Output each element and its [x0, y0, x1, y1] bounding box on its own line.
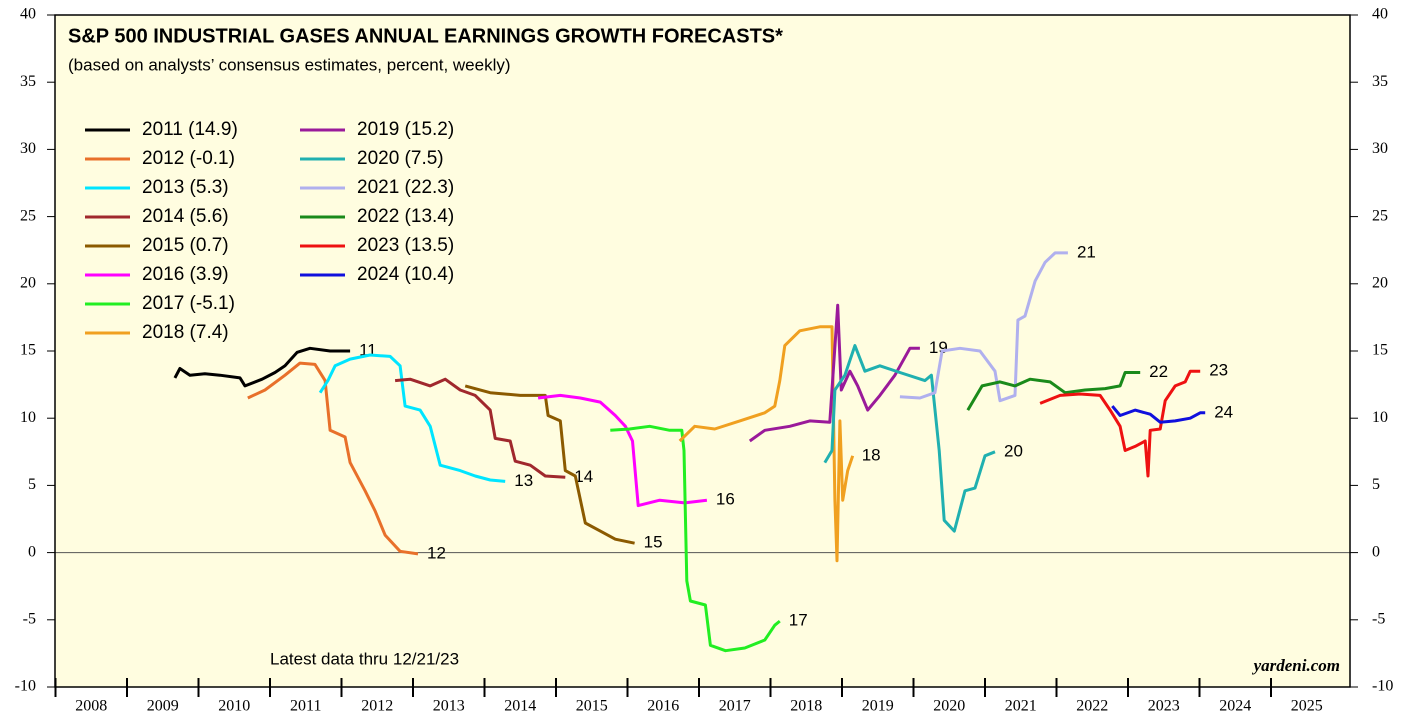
legend-label: 2023 (13.5)	[357, 235, 454, 256]
series-line	[173, 346, 351, 388]
x-tick-label: 2021	[1005, 698, 1037, 715]
y-tick-label: 10	[20, 409, 36, 426]
series-end-label: 16	[716, 490, 735, 509]
y-tick-label: 25	[20, 207, 36, 224]
y-tick-label: 5	[28, 476, 36, 493]
legend-label: 2024 (10.4)	[357, 264, 454, 285]
y-tick-label: 30	[20, 140, 36, 157]
legend-label: 2022 (13.4)	[357, 206, 454, 227]
y-tick-label: 0	[28, 543, 36, 560]
series-end-label: 14	[574, 467, 593, 486]
series-line	[247, 361, 419, 556]
y2-tick-label: 40	[1372, 6, 1388, 23]
y2-tick-label: 15	[1372, 342, 1388, 359]
y2-tick-label: 10	[1372, 409, 1388, 426]
legend-label: 2015 (0.7)	[142, 235, 229, 256]
series-end-label: 12	[427, 543, 446, 562]
series-line	[899, 251, 1068, 403]
series-line	[678, 325, 855, 563]
y2-tick-label: 20	[1372, 274, 1388, 291]
legend-label: 2017 (-5.1)	[142, 293, 235, 314]
x-tick-label: 2012	[361, 698, 393, 715]
legend-label: 2020 (7.5)	[357, 148, 444, 169]
series-line	[823, 344, 996, 533]
y2-tick-label: -10	[1372, 678, 1393, 695]
y-tick-label: -5	[23, 610, 36, 627]
x-tick-label: 2008	[75, 698, 107, 715]
x-tick-label: 2018	[790, 698, 822, 715]
y-tick-label: -10	[15, 678, 36, 695]
legend-label: 2019 (15.2)	[357, 119, 454, 140]
x-tick-label: 2019	[862, 698, 894, 715]
series-line	[1039, 369, 1201, 478]
y2-tick-label: 35	[1372, 73, 1388, 90]
y2-tick-label: 5	[1372, 476, 1380, 493]
series-end-label: 18	[862, 445, 881, 464]
x-tick-label: 2024	[1219, 698, 1251, 715]
legend-label: 2018 (7.4)	[142, 322, 229, 343]
x-tick-label: 2009	[147, 698, 179, 715]
series-line	[464, 384, 635, 545]
series-line	[537, 393, 708, 508]
x-tick-label: 2013	[433, 698, 465, 715]
series-line	[1111, 405, 1206, 424]
x-tick-label: 2016	[647, 698, 679, 715]
x-tick-label: 2010	[218, 698, 250, 715]
series-line	[748, 303, 920, 443]
legend-label: 2011 (14.9)	[142, 119, 238, 140]
series-end-label: 23	[1209, 361, 1228, 380]
series-end-label: 24	[1214, 402, 1233, 421]
y2-tick-label: 30	[1372, 140, 1388, 157]
plot-background	[55, 15, 1350, 687]
series-line	[394, 377, 566, 479]
x-tick-label: 2020	[933, 698, 965, 715]
series-line	[318, 353, 506, 483]
legend-label: 2012 (-0.1)	[142, 148, 235, 169]
y-tick-label: 40	[20, 6, 36, 23]
legend-label: 2021 (22.3)	[357, 177, 454, 198]
x-tick-label: 2025	[1291, 698, 1323, 715]
y2-tick-label: -5	[1372, 610, 1385, 627]
x-tick-label: 2011	[290, 698, 321, 715]
series-end-label: 13	[514, 471, 533, 490]
chart-subtitle: (based on analysts’ consensus estimates,…	[68, 55, 511, 74]
series-end-label: 20	[1004, 441, 1023, 460]
legend-label: 2014 (5.6)	[142, 206, 229, 227]
y-tick-label: 35	[20, 73, 36, 90]
series-end-label: 19	[929, 338, 948, 357]
y-tick-label: 20	[20, 274, 36, 291]
source: yardeni.com	[1252, 656, 1340, 675]
x-tick-label: 2015	[576, 698, 608, 715]
x-tick-label: 2023	[1148, 698, 1180, 715]
series-end-label: 17	[789, 611, 808, 630]
series-end-label: 15	[644, 533, 663, 552]
data-note: Latest data thru 12/21/23	[270, 649, 459, 668]
y2-tick-label: 0	[1372, 543, 1380, 560]
plot-frame	[54, 14, 1351, 688]
y-tick-label: 15	[20, 342, 36, 359]
chart-title: S&P 500 INDUSTRIAL GASES ANNUAL EARNINGS…	[68, 25, 783, 47]
series-line	[610, 424, 781, 653]
legend-label: 2013 (5.3)	[142, 177, 229, 198]
series-end-label: 22	[1149, 362, 1168, 381]
x-tick-label: 2014	[504, 698, 536, 715]
x-tick-label: 2022	[1076, 698, 1108, 715]
series-line	[966, 371, 1141, 411]
legend-label: 2016 (3.9)	[142, 264, 229, 285]
y2-tick-label: 25	[1372, 207, 1388, 224]
x-tick-label: 2017	[719, 698, 751, 715]
series-end-label: 21	[1077, 242, 1096, 261]
